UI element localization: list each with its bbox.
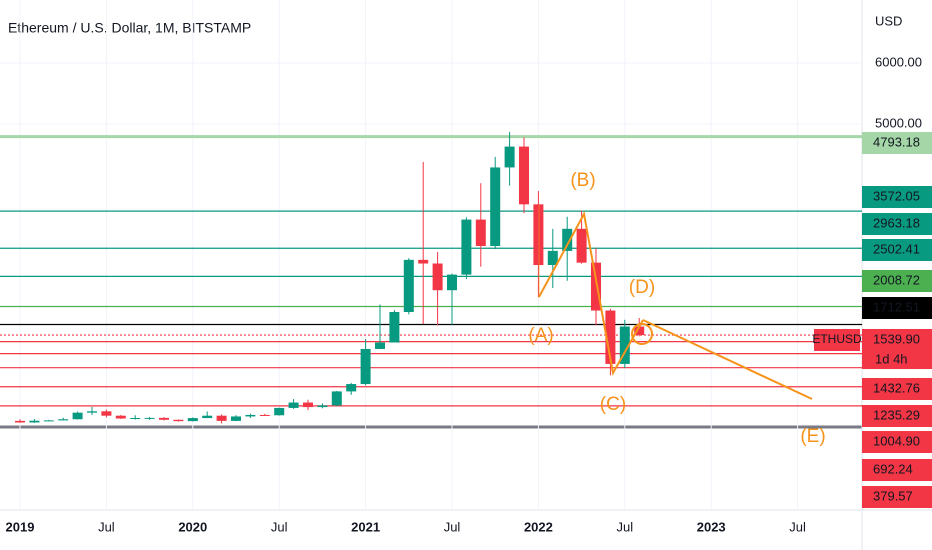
projection-line	[642, 319, 813, 400]
x-tick-label: Jul	[271, 519, 288, 534]
candle-body	[591, 262, 601, 311]
candle-body	[231, 416, 241, 421]
price-tag-label: 2008.72	[873, 272, 920, 287]
candle-body	[245, 414, 256, 417]
candle-body	[259, 414, 270, 416]
price-tag	[862, 459, 932, 481]
price-tag-label: 2502.41	[873, 241, 920, 256]
candle-body	[547, 250, 558, 266]
price-tag	[862, 297, 932, 319]
candle-body	[605, 310, 616, 364]
candle-body	[72, 412, 83, 420]
price-tag	[862, 270, 932, 292]
wave-label: (B)	[570, 170, 595, 191]
wave-label: (C)	[600, 394, 626, 415]
x-tick-label: 2021	[351, 519, 380, 534]
x-tick-label: 2020	[178, 519, 207, 534]
price-tag-label: 1712.51	[873, 299, 920, 314]
x-tick-label: Jul	[789, 519, 806, 534]
price-tag-label: 1432.76	[873, 380, 920, 395]
countdown: 1d 4h	[875, 351, 908, 366]
price-tag	[862, 378, 932, 400]
candle-body	[159, 417, 169, 420]
candle-body	[115, 415, 126, 419]
candle-body	[15, 420, 25, 423]
candle-body	[346, 384, 357, 392]
candle-body	[389, 312, 400, 343]
x-tick-label: 2023	[697, 519, 726, 534]
candle-body	[87, 411, 97, 413]
price-tag	[862, 132, 932, 154]
candle-body	[432, 263, 443, 291]
price-tag	[862, 405, 932, 427]
price-tag	[862, 239, 932, 261]
currency-label: USD	[875, 13, 902, 28]
x-tick-label: Jul	[98, 519, 115, 534]
candle-body	[303, 402, 313, 408]
price-tag	[862, 431, 932, 453]
y-tick-label: 5000.00	[875, 115, 922, 130]
candle-body	[447, 274, 457, 291]
candle-body	[619, 326, 630, 364]
candle-body	[418, 259, 429, 264]
candle-body	[187, 418, 198, 422]
price-tag-label: 1004.90	[873, 433, 920, 448]
price-tag	[862, 329, 932, 369]
wave-line	[538, 211, 644, 376]
candle-body	[29, 420, 40, 423]
candle-body	[634, 326, 645, 336]
x-tick-label: 2022	[524, 519, 553, 534]
price-tag-label: 379.57	[873, 488, 913, 503]
candle-body	[288, 402, 299, 408]
candle-body	[101, 411, 112, 416]
price-tag	[862, 486, 932, 508]
x-tick-label: 2019	[6, 519, 35, 534]
candle-body	[331, 391, 342, 406]
candle-body	[519, 146, 529, 205]
candle-body	[202, 415, 213, 419]
chart-title: Ethereum / U.S. Dollar, 1M, BITSTAMP	[8, 20, 251, 36]
price-tag	[862, 186, 932, 208]
wave-label: (E)	[800, 426, 825, 447]
candle-body	[173, 419, 184, 422]
price-tag-label: 1539.90	[873, 331, 920, 346]
candle-body	[403, 259, 414, 313]
candle-body	[58, 419, 69, 421]
price-tag	[862, 213, 932, 235]
symbol-tag-label: ETHUSD	[812, 332, 862, 346]
candle-body	[43, 420, 54, 422]
x-tick-label: Jul	[444, 519, 461, 534]
candle-body	[504, 146, 515, 168]
y-tick-label: 6000.00	[875, 54, 922, 69]
candle-body	[375, 342, 385, 349]
candle-body	[360, 348, 371, 385]
price-tag-label: 4793.18	[873, 134, 920, 149]
symbol-tag	[814, 329, 860, 351]
candle-body	[130, 418, 141, 420]
wave-label: (D)	[629, 277, 655, 298]
wave-marker	[631, 323, 653, 345]
price-tag-label: 2963.18	[873, 215, 920, 230]
candle-body	[533, 204, 544, 266]
candle-body	[490, 167, 501, 247]
price-tag-label: 3572.05	[873, 188, 920, 203]
x-tick-label: Jul	[616, 519, 633, 534]
candle-body	[216, 415, 227, 421]
price-tag-label: 1235.29	[873, 407, 920, 422]
candle-body	[576, 228, 587, 263]
candle-body	[317, 405, 328, 408]
candle-body	[274, 407, 285, 416]
wave-label: (A)	[528, 325, 553, 346]
candle-body	[461, 219, 472, 275]
candle-body	[144, 417, 155, 419]
price-tag-label: 692.24	[873, 461, 913, 476]
candle-body	[562, 228, 573, 251]
wave-drawing	[538, 205, 813, 400]
candle-body	[475, 219, 486, 247]
